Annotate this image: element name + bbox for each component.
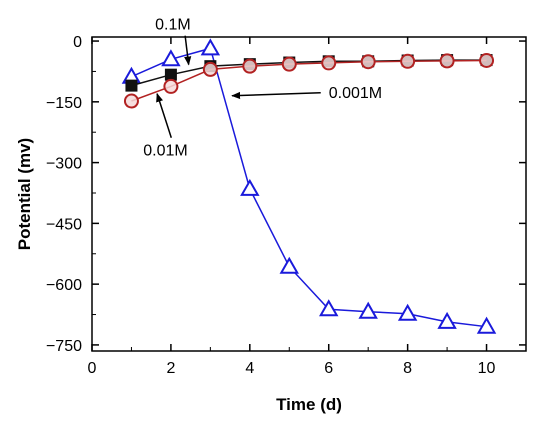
series-point-triangle xyxy=(476,316,497,334)
series-point-circle xyxy=(479,52,495,68)
axis-ticks: 0 2 4 6 8 10 0 −150 −300 −450 −600 −750 xyxy=(46,34,526,377)
series-point-circle xyxy=(321,55,337,71)
series-point-square xyxy=(125,79,138,92)
y-tick-label: −300 xyxy=(46,156,82,173)
series-point-triangle xyxy=(358,301,378,319)
x-tick-label: 8 xyxy=(403,360,412,377)
series-point-circle xyxy=(439,53,455,69)
annotations: 0.1M 0.001M 0.01M xyxy=(143,17,382,160)
series-point-circle xyxy=(163,78,179,94)
y-tick-label: −600 xyxy=(46,277,82,294)
y-tick-label: −450 xyxy=(46,216,82,233)
series-line-2 xyxy=(131,59,487,87)
series-point-circle xyxy=(400,53,416,69)
annotation-arrow-3 xyxy=(156,92,173,138)
annotation-label-1: 0.1M xyxy=(155,17,191,34)
series-line-3 xyxy=(131,59,487,102)
plot-area: 0 2 4 6 8 100−150−300−450−600−750 0.1M0.001M0… xyxy=(46,17,527,377)
series-point-circle xyxy=(242,58,258,74)
series-point-triangle xyxy=(319,299,339,317)
series-point-triangle xyxy=(437,311,457,329)
series-point-circle xyxy=(281,56,297,72)
series-point-circle xyxy=(360,54,376,70)
annotation-label-2: 0.001M xyxy=(329,85,382,102)
series-point-square xyxy=(164,68,177,81)
y-tick-label: 0 xyxy=(73,34,82,51)
series-point-triangle xyxy=(161,49,181,67)
series-point-circle xyxy=(202,61,218,77)
x-tick-label: 6 xyxy=(324,360,333,377)
x-tick-label: 10 xyxy=(478,360,496,377)
series-point-circle xyxy=(123,93,139,109)
annotation-arrow-1 xyxy=(184,35,192,66)
series-line-1 xyxy=(131,47,487,328)
series-point-triangle xyxy=(200,38,221,56)
plot-frame xyxy=(91,36,527,352)
annotation-arrow-2 xyxy=(231,91,321,100)
y-tick-label: −150 xyxy=(46,95,82,112)
y-tick-label: −750 xyxy=(46,338,82,355)
series-point-triangle xyxy=(397,303,418,321)
x-tick-label: 4 xyxy=(245,360,254,377)
series-point-triangle xyxy=(240,178,260,196)
series-point-triangle xyxy=(279,256,299,274)
y-axis-title: Potential (mv) xyxy=(15,138,34,250)
x-tick-label: 0 xyxy=(88,360,97,377)
x-tick-label: 2 xyxy=(166,360,175,377)
series-group xyxy=(121,38,497,334)
x-axis-title: Time (d) xyxy=(276,395,342,414)
annotation-label-3: 0.01M xyxy=(143,143,187,160)
